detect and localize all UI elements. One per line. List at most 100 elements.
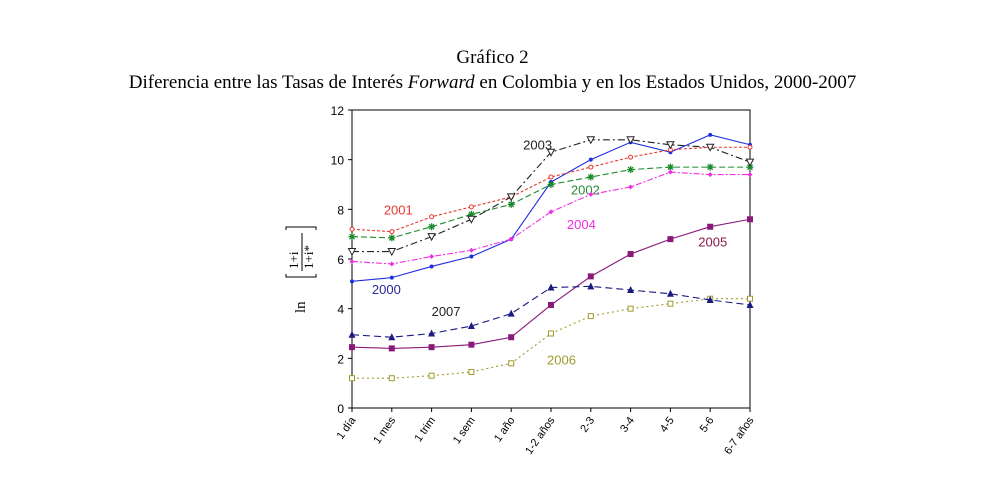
series-label: 2007 bbox=[432, 304, 461, 319]
data-point bbox=[428, 344, 435, 351]
data-point bbox=[588, 164, 594, 170]
data-point bbox=[388, 345, 395, 352]
data-point bbox=[428, 372, 435, 379]
data-point bbox=[746, 163, 754, 171]
y-tick-label: 10 bbox=[331, 154, 345, 168]
series-label: 2000 bbox=[372, 282, 401, 297]
data-point bbox=[747, 144, 753, 150]
data-point bbox=[349, 226, 355, 232]
data-point bbox=[429, 264, 434, 269]
data-point bbox=[347, 248, 357, 257]
y-tick-label: 2 bbox=[337, 352, 344, 366]
data-point bbox=[388, 333, 396, 341]
data-point bbox=[468, 204, 474, 210]
data-point bbox=[627, 305, 634, 312]
series-2001: 2001 bbox=[349, 144, 753, 235]
data-point bbox=[350, 279, 354, 284]
series-label: 2006 bbox=[547, 353, 576, 368]
y-label-ln: ln bbox=[293, 301, 309, 313]
data-point bbox=[548, 209, 554, 215]
chart-title: Gráfico 2 bbox=[456, 47, 529, 68]
data-point bbox=[588, 191, 594, 197]
data-point bbox=[666, 163, 674, 171]
y-tick-label: 12 bbox=[331, 104, 345, 118]
subtitle-part: Diferencia entre las Tasas de Interés bbox=[128, 72, 408, 93]
subtitle-part: en Colombia y en los Estados Unidos, 200… bbox=[474, 72, 857, 93]
series-line bbox=[351, 171, 750, 265]
data-point bbox=[706, 163, 714, 171]
data-point bbox=[628, 184, 634, 190]
data-point bbox=[389, 275, 394, 280]
y-tick-label: 8 bbox=[337, 203, 344, 217]
data-point bbox=[587, 282, 595, 290]
data-point bbox=[507, 200, 515, 208]
data-point bbox=[507, 309, 515, 317]
data-point bbox=[508, 236, 514, 242]
x-tick-label: 1 trim bbox=[412, 415, 438, 444]
data-point bbox=[506, 193, 516, 202]
y-tick-label: 4 bbox=[337, 303, 344, 317]
series-2002: 2002 bbox=[348, 163, 754, 242]
data-point bbox=[747, 216, 753, 223]
data-point bbox=[349, 344, 355, 351]
data-point bbox=[349, 375, 355, 382]
data-point bbox=[508, 334, 515, 341]
data-point bbox=[587, 273, 594, 280]
data-point bbox=[349, 258, 355, 264]
data-point bbox=[546, 148, 556, 157]
data-point bbox=[468, 341, 475, 348]
series-2005: 2005 bbox=[349, 216, 753, 352]
data-point bbox=[468, 368, 475, 375]
data-point bbox=[429, 214, 435, 220]
data-point bbox=[387, 248, 397, 257]
x-tick-label: 1 año bbox=[492, 415, 518, 444]
data-point bbox=[628, 154, 634, 160]
data-point bbox=[586, 136, 596, 145]
data-point bbox=[548, 301, 554, 308]
data-point bbox=[745, 158, 755, 167]
data-point bbox=[627, 166, 635, 174]
data-point bbox=[547, 283, 555, 291]
data-point bbox=[667, 169, 673, 175]
data-point bbox=[388, 375, 395, 382]
data-point bbox=[469, 254, 474, 259]
series-line bbox=[351, 146, 750, 233]
data-point bbox=[548, 174, 554, 180]
y-tick-label: 6 bbox=[337, 253, 344, 267]
data-point bbox=[627, 286, 635, 294]
chart-subtitle: Diferencia entre las Tasas de Interés Fo… bbox=[0, 72, 985, 94]
x-tick-label: 3-4 bbox=[618, 415, 637, 435]
data-point bbox=[389, 261, 395, 267]
series-label: 2001 bbox=[384, 202, 413, 217]
data-point bbox=[747, 295, 753, 302]
data-point bbox=[429, 254, 435, 260]
data-point bbox=[588, 157, 593, 162]
data-point bbox=[388, 234, 396, 242]
data-point bbox=[746, 300, 754, 308]
data-point bbox=[708, 132, 713, 137]
data-point bbox=[508, 360, 515, 367]
series-line bbox=[351, 285, 751, 338]
data-point bbox=[747, 172, 753, 178]
subtitle-italic: Forward bbox=[407, 72, 475, 93]
data-point bbox=[428, 223, 436, 231]
series-label: 2003 bbox=[523, 138, 552, 153]
series-label: 2004 bbox=[567, 217, 596, 232]
data-point bbox=[627, 251, 634, 258]
data-point bbox=[467, 210, 475, 218]
x-tick-label: 1 día bbox=[335, 414, 359, 442]
y-label-den: 1+i* bbox=[301, 245, 316, 269]
y-label-num: 1+i bbox=[286, 251, 301, 269]
data-point bbox=[705, 143, 715, 152]
data-point bbox=[427, 233, 436, 242]
data-point bbox=[707, 172, 713, 178]
data-point bbox=[428, 329, 436, 337]
y-axis-label: ln 1+i 1+i* bbox=[285, 226, 317, 313]
data-point bbox=[348, 233, 356, 241]
data-point bbox=[548, 330, 554, 337]
y-tick-label: 0 bbox=[337, 402, 344, 416]
series-label: 2002 bbox=[571, 182, 600, 197]
x-tick-label: 5-6 bbox=[698, 415, 717, 435]
data-point bbox=[389, 229, 395, 235]
